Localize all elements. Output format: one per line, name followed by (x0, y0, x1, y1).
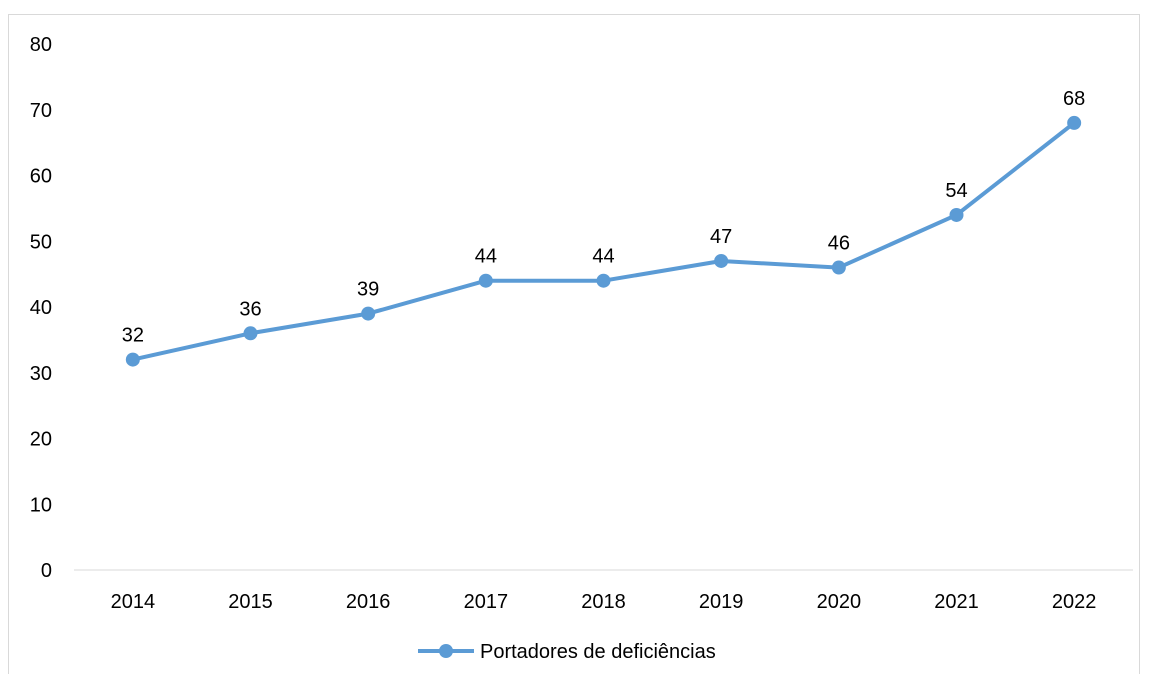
data-point (831, 260, 846, 275)
data-label: 47 (710, 226, 732, 248)
data-point (478, 273, 493, 288)
data-point (949, 207, 964, 222)
y-tick-label: 10 (30, 494, 52, 516)
data-label: 36 (239, 298, 261, 320)
series-line (130, 120, 1077, 362)
y-axis-tick-labels: 0 10 20 30 40 50 60 70 80 (30, 34, 52, 582)
y-tick-label: 80 (30, 34, 52, 56)
data-point (1067, 115, 1082, 130)
x-tick-label: 2020 (817, 591, 862, 613)
data-label: 32 (122, 325, 144, 347)
x-axis-tick-labels: 2014 2015 2016 2017 2018 2019 2020 2021 2022 (111, 591, 1097, 613)
y-tick-label: 60 (30, 166, 52, 188)
data-point (596, 273, 611, 288)
data-point (243, 326, 258, 341)
y-tick-label: 30 (30, 363, 52, 385)
y-tick-label: 50 (30, 231, 52, 253)
data-label: 44 (475, 246, 497, 268)
data-label: 39 (357, 279, 379, 301)
legend-label: Portadores de deficiências (480, 641, 716, 663)
data-label: 68 (1063, 88, 1085, 110)
x-tick-label: 2021 (934, 591, 979, 613)
y-tick-label: 0 (41, 560, 52, 582)
data-points (125, 115, 1082, 367)
data-point (125, 352, 140, 367)
y-tick-label: 20 (30, 429, 52, 451)
x-tick-label: 2017 (464, 591, 509, 613)
data-point (714, 253, 729, 268)
data-label: 44 (592, 246, 614, 268)
x-tick-label: 2015 (228, 591, 273, 613)
x-tick-label: 2018 (581, 591, 626, 613)
x-tick-label: 2019 (699, 591, 744, 613)
x-tick-label: 2014 (111, 591, 156, 613)
y-tick-label: 40 (30, 297, 52, 319)
legend: Portadores de deficiências (418, 641, 716, 663)
y-tick-label: 70 (30, 100, 52, 122)
data-point (361, 306, 376, 321)
legend-marker-point (439, 644, 453, 658)
data-labels: 32 36 39 44 44 47 46 54 68 (122, 88, 1086, 347)
data-label: 46 (828, 233, 850, 255)
x-tick-label: 2022 (1052, 591, 1097, 613)
data-label: 54 (945, 180, 967, 202)
x-tick-label: 2016 (346, 591, 391, 613)
chart-frame (8, 14, 1140, 674)
